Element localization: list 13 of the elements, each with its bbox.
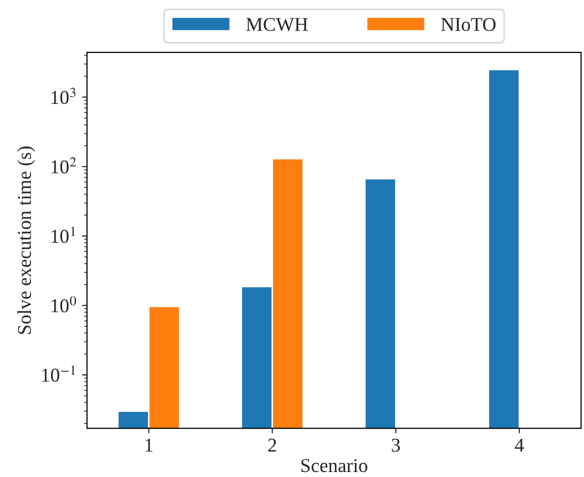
y-tick-label: 10$^{1}$ — [52, 226, 75, 243]
legend-label: NIoTO — [441, 18, 496, 32]
y-tick-label: 10$^{0}$ — [52, 296, 76, 312]
y-tick-label: 10$^{2}$ — [52, 157, 76, 174]
y-tick-label: 10$^{−1}$ — [42, 366, 75, 382]
x-tick-label: 1 — [146, 438, 152, 452]
x-tick-label: 2 — [268, 438, 276, 452]
x-tick-label: 4 — [514, 438, 524, 452]
x-tick-label: 3 — [392, 438, 400, 452]
y-tick-label: 10$^{3}$ — [52, 88, 76, 104]
x-axis-title: Scenario — [301, 459, 368, 472]
y-axis-title: Solve execution time (s) — [17, 146, 35, 334]
legend-label: MCWH — [246, 18, 308, 32]
